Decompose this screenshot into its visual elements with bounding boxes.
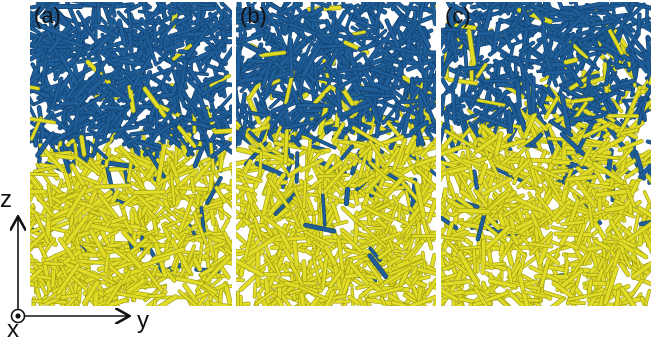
fibre-blue bbox=[120, 21, 125, 44]
fibre-blue bbox=[346, 189, 347, 203]
fibre-blue bbox=[338, 90, 340, 115]
fibre-yellow bbox=[210, 240, 214, 257]
fibre-blue bbox=[428, 53, 436, 54]
fibre-yellow bbox=[266, 280, 268, 302]
fibre-yellow bbox=[82, 137, 85, 154]
fibre-yellow bbox=[41, 165, 56, 167]
fibre-yellow bbox=[236, 169, 240, 171]
fibre-yellow bbox=[269, 162, 283, 163]
fibre-blue bbox=[320, 35, 341, 36]
fibre-blue bbox=[35, 134, 36, 145]
fibre-yellow bbox=[304, 181, 305, 207]
fibre-yellow bbox=[277, 238, 306, 240]
fibre-yellow bbox=[212, 234, 223, 235]
network-render-b bbox=[236, 2, 436, 306]
fibre-blue bbox=[249, 61, 265, 62]
fibre-blue bbox=[139, 124, 152, 126]
panel-label-b: (b) bbox=[240, 5, 267, 27]
fibre-yellow bbox=[221, 154, 223, 171]
fibre-yellow bbox=[413, 235, 436, 236]
fibre-blue bbox=[365, 95, 395, 96]
fibre-blue bbox=[130, 34, 132, 51]
fibre-yellow bbox=[216, 131, 232, 132]
fibre-yellow bbox=[255, 284, 256, 297]
network-render-c bbox=[441, 2, 651, 306]
fibre-yellow bbox=[57, 156, 73, 158]
fibre-yellow bbox=[355, 193, 357, 204]
fibre-yellow bbox=[31, 174, 57, 175]
fibre-yellow bbox=[350, 297, 358, 303]
fibre-yellow bbox=[286, 131, 287, 162]
fibre-blue bbox=[102, 107, 122, 108]
fibre-blue bbox=[116, 5, 132, 6]
fibre-blue bbox=[360, 88, 376, 90]
fibre-blue bbox=[40, 64, 56, 65]
fibre-blue bbox=[64, 109, 65, 121]
fibre-yellow bbox=[260, 152, 261, 175]
panel-b: (b) bbox=[236, 2, 436, 306]
fibre-yellow bbox=[111, 168, 140, 169]
fibre-yellow bbox=[241, 297, 242, 306]
fibre-blue bbox=[291, 40, 292, 76]
fibre-blue bbox=[74, 64, 76, 74]
fibre-yellow bbox=[399, 204, 400, 220]
fibre-yellow bbox=[236, 279, 243, 280]
panel-c: (c) bbox=[441, 2, 651, 306]
fibre-blue bbox=[98, 2, 99, 22]
panel-label-a: (a) bbox=[34, 5, 61, 27]
fibre-blue bbox=[228, 35, 232, 36]
fibre-blue bbox=[61, 103, 75, 105]
fibre-yellow bbox=[318, 175, 348, 177]
